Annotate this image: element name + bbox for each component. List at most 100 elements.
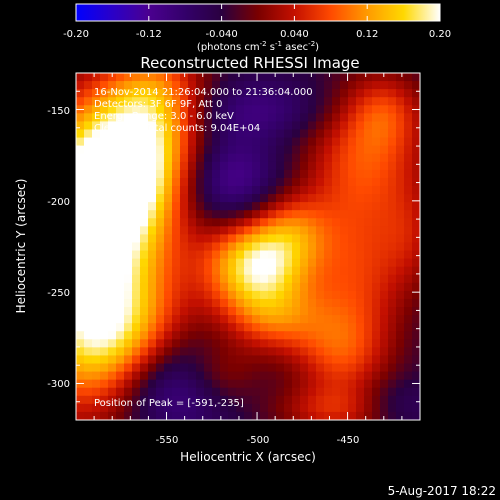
heatmap-cell [92, 403, 101, 413]
heatmap-cell [284, 137, 293, 147]
heatmap-cell [108, 97, 117, 106]
heatmap-cell [380, 194, 389, 203]
heatmap-cell [236, 274, 245, 284]
heatmap-cell [396, 282, 405, 292]
heatmap-cell [276, 363, 285, 373]
heatmap-cell [204, 266, 213, 276]
heatmap-cell [348, 234, 357, 244]
heatmap-cell [284, 177, 293, 187]
heatmap-cell [76, 242, 85, 252]
heatmap-cell [332, 194, 341, 203]
heatmap-cell [140, 307, 149, 316]
heatmap-cell [276, 113, 285, 123]
heatmap-cell [196, 218, 205, 227]
heatmap-cell [148, 363, 157, 373]
heatmap-cell [276, 282, 285, 292]
heatmap-cell [204, 331, 213, 340]
heatmap-cell [412, 298, 420, 308]
heatmap-cell [356, 379, 365, 389]
heatmap-cell [220, 331, 229, 340]
heatmap-cell [84, 194, 93, 203]
heatmap-cell [372, 250, 381, 260]
heatmap-cell [268, 202, 277, 211]
heatmap-cell [276, 298, 285, 308]
heatmap-cell [388, 347, 397, 357]
heatmap-cell [140, 290, 149, 300]
heatmap-cell [316, 298, 325, 308]
heatmap-cell [332, 169, 341, 179]
heatmap-cell [212, 105, 221, 114]
heatmap-cell [316, 73, 325, 82]
heatmap-cell [316, 137, 325, 147]
heatmap-cell [196, 210, 205, 219]
heatmap-cell [372, 234, 381, 244]
heatmap-cell [332, 363, 341, 373]
heatmap-cell [116, 153, 125, 163]
heatmap-cell [212, 177, 221, 187]
heatmap-cell [412, 371, 420, 381]
heatmap-cell [212, 347, 221, 357]
heatmap-cell [356, 290, 365, 300]
heatmap-cell [340, 395, 349, 405]
heatmap-cell [172, 298, 181, 308]
unit-part-open: (photons cm [197, 42, 260, 53]
heatmap-cell [244, 185, 253, 195]
heatmap-cell [412, 355, 420, 365]
heatmap-cell [92, 323, 101, 332]
heatmap-cell [244, 274, 253, 284]
heatmap-cell [308, 129, 317, 139]
heatmap-cell [292, 210, 301, 219]
heatmap-cell [364, 226, 373, 235]
heatmap-cell [164, 226, 173, 235]
heatmap-cell [356, 202, 365, 211]
heatmap-cell [172, 137, 181, 147]
unit-part-exp1: -2 [260, 40, 267, 48]
heatmap-cell [188, 177, 197, 187]
heatmap-cell [324, 129, 333, 139]
heatmap-cell [220, 177, 229, 187]
heatmap-cell [372, 105, 381, 114]
heatmap-cell [396, 121, 405, 131]
heatmap-cell [156, 242, 165, 252]
heatmap-cell [236, 363, 245, 373]
heatmap-cell [292, 347, 301, 357]
heatmap-cell [116, 298, 125, 308]
heatmap-cell [236, 371, 245, 381]
heatmap-cell [380, 274, 389, 284]
heatmap-cell [164, 145, 173, 155]
heatmap-cell [84, 339, 93, 348]
heatmap-cell [84, 234, 93, 244]
heatmap-cell [244, 403, 253, 413]
heatmap-cell [284, 81, 293, 90]
heatmap-cell [204, 145, 213, 155]
heatmap-cell [236, 387, 245, 397]
heatmap-cell [92, 185, 101, 195]
heatmap-cell [124, 218, 133, 227]
heatmap-cell [260, 81, 269, 90]
heatmap-cell [108, 371, 117, 381]
heatmap-cell [268, 379, 277, 389]
heatmap-cell [276, 202, 285, 211]
heatmap-cell [388, 331, 397, 340]
heatmap-cell [372, 194, 381, 203]
heatmap-cell [116, 315, 125, 324]
heatmap-cell [116, 177, 125, 187]
heatmap-cell [100, 347, 109, 357]
heatmap-cell [308, 242, 317, 252]
heatmap-cell [188, 242, 197, 252]
heatmap-cell [188, 113, 197, 123]
heatmap-cell [308, 323, 317, 332]
heatmap-cell [412, 242, 420, 252]
heatmap-cell [220, 242, 229, 252]
heatmap-cell [148, 194, 157, 203]
heatmap-cell [396, 298, 405, 308]
colorbar-tick-label-0: -0.20 [63, 29, 89, 40]
heatmap-cell [156, 290, 165, 300]
heatmap-cell [324, 137, 333, 147]
heatmap-cell [268, 339, 277, 348]
heatmap-cell [308, 202, 317, 211]
heatmap-cell [164, 315, 173, 324]
heatmap-cell [108, 266, 117, 276]
heatmap-cell [348, 250, 357, 260]
heatmap-cell [124, 290, 133, 300]
